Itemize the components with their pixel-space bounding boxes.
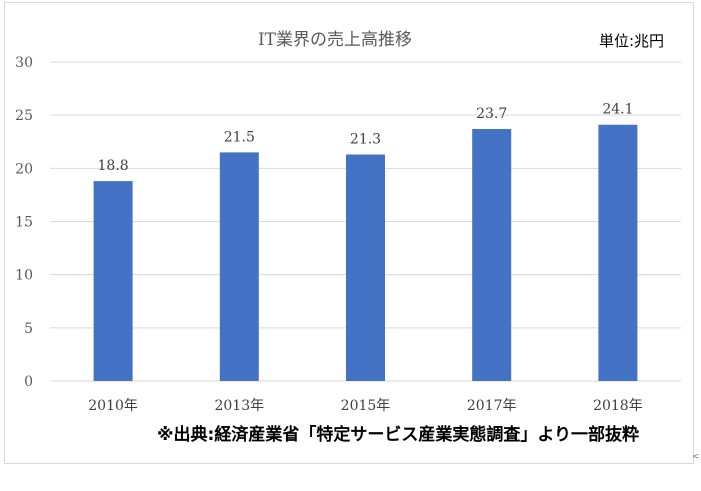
- y-tick-label: 15: [15, 215, 33, 231]
- y-tick-label: 0: [24, 374, 33, 390]
- bar: [472, 128, 512, 381]
- x-tick-label: 2015年: [341, 398, 391, 414]
- bar: [598, 124, 638, 381]
- bar: [346, 154, 385, 381]
- data-label: 24.1: [602, 102, 633, 118]
- y-tick-label: 25: [15, 108, 33, 124]
- data-label: 23.7: [476, 106, 507, 122]
- y-tick-label: 30: [15, 55, 33, 71]
- source-footnote: ※出典:経済産業省「特定サービス産業実態調査」より一部抜粋: [157, 425, 639, 445]
- bar: [219, 152, 259, 381]
- y-tick-label: 10: [15, 268, 33, 284]
- x-tick-label: 2010年: [88, 398, 138, 414]
- bar: [93, 181, 133, 381]
- data-label: 18.8: [98, 158, 129, 174]
- data-label: 21.3: [350, 132, 381, 148]
- unit-label: 単位:兆円: [599, 32, 665, 50]
- data-labels: 18.8 21.5 21.3 23.7 24.1: [98, 102, 634, 174]
- chart-title: IT業界の売上高推移: [257, 30, 413, 50]
- data-label: 21.5: [224, 129, 255, 145]
- bars: [93, 124, 638, 381]
- x-tick-label: 2018年: [593, 398, 643, 414]
- corner-mark: <: [692, 452, 700, 462]
- x-axis-tick-labels: 2010年 2013年 2015年 2017年 2018年: [88, 398, 642, 414]
- y-tick-label: 5: [24, 321, 33, 337]
- x-tick-label: 2013年: [214, 398, 264, 414]
- chart-frame: 0 5 10 15 20 25 30 18.8 21.5 21.3 23.7 24.1 2010年 2…: [4, 2, 694, 464]
- x-tick-label: 2017年: [467, 398, 517, 414]
- y-axis-tick-labels: 0 5 10 15 20 25 30: [15, 55, 33, 390]
- y-tick-label: 20: [15, 161, 33, 177]
